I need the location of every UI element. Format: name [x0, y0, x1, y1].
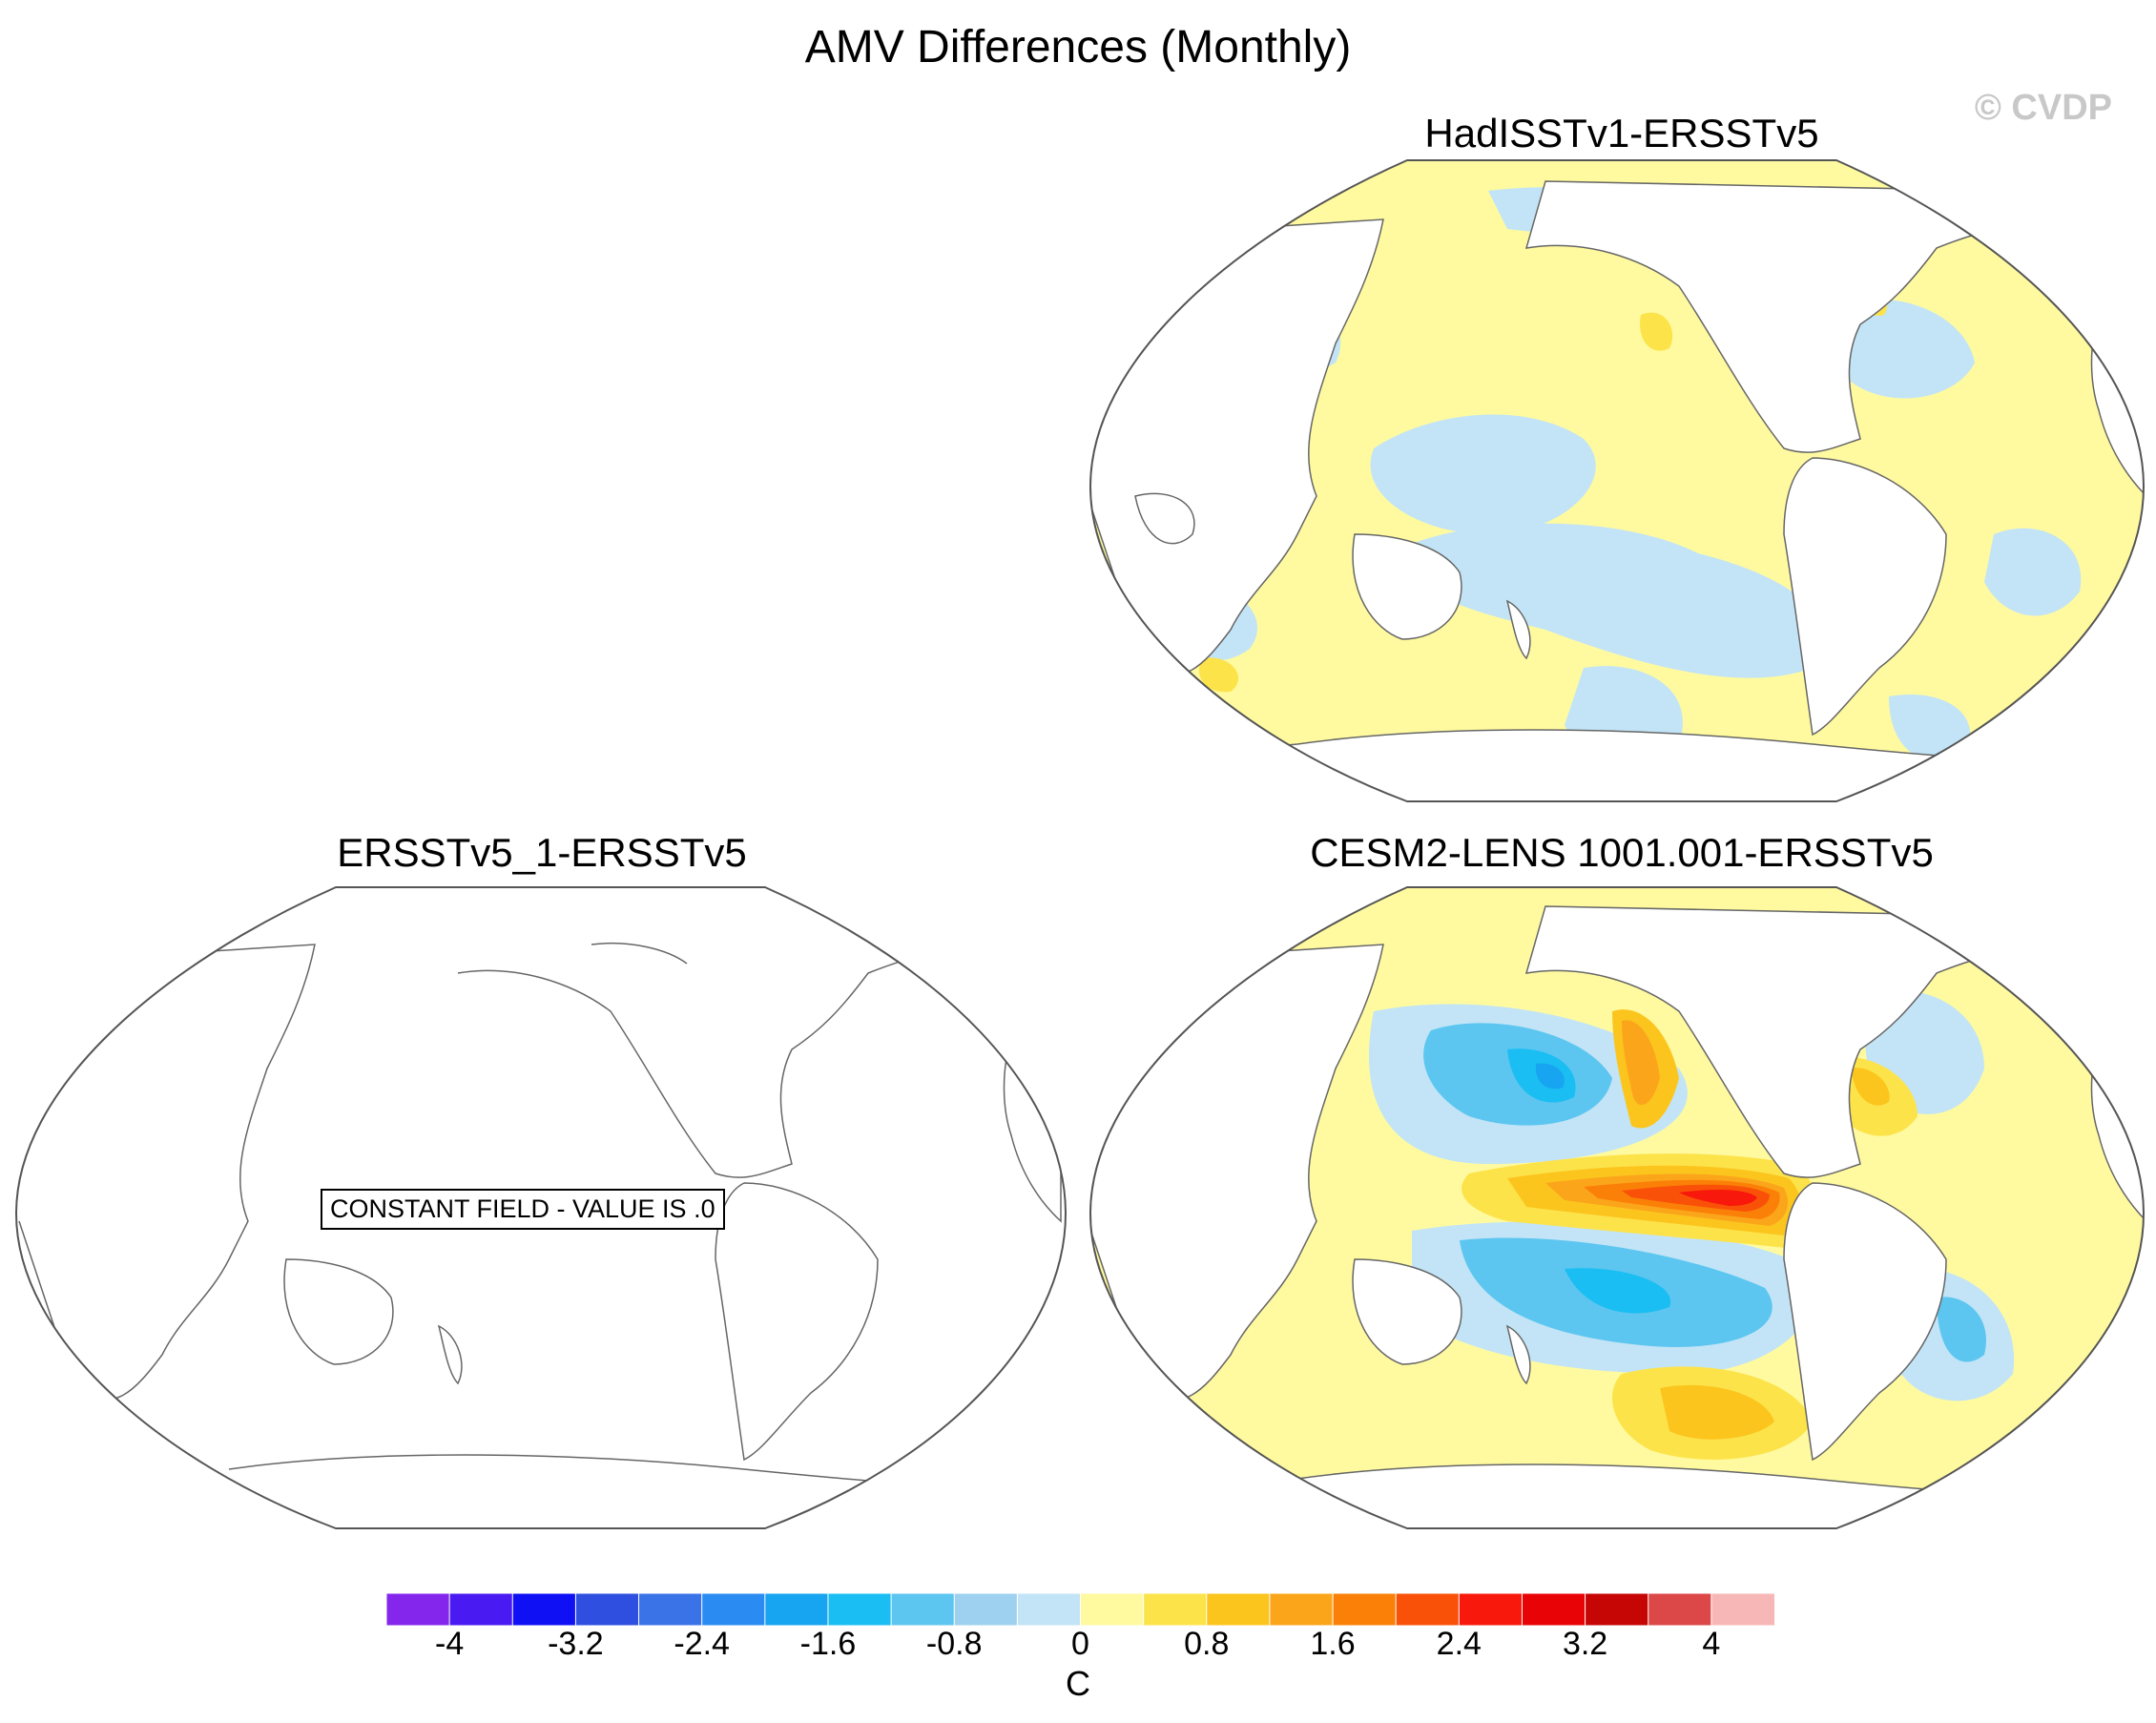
colorbar-box — [1332, 1592, 1398, 1627]
colorbar-box — [1143, 1592, 1208, 1627]
panel-title-ersstv5-1: ERSSTv5_1-ERSSTv5 — [337, 830, 747, 875]
colorbar-box — [448, 1592, 514, 1627]
colorbar-box — [1206, 1592, 1271, 1627]
colorbar-box — [701, 1592, 766, 1627]
colorbar-box — [1585, 1592, 1649, 1627]
colorbar-tick-label: 3.2 — [1562, 1626, 1608, 1662]
colorbar-box — [1395, 1592, 1461, 1627]
watermark: © CVDP — [1974, 88, 2112, 128]
colorbar-box — [1648, 1592, 1712, 1627]
colorbar-box — [1080, 1592, 1145, 1627]
colorbar-tick-label: 4 — [1702, 1626, 1721, 1662]
colorbar-tick-label: 0.8 — [1184, 1626, 1230, 1662]
colorbar-tick-label: 1.6 — [1310, 1626, 1356, 1662]
colorbar-box — [1710, 1592, 1775, 1627]
colorbar-box — [1016, 1592, 1082, 1627]
colorbar-box — [764, 1592, 829, 1627]
colorbar-box — [511, 1592, 577, 1627]
colorbar-box — [1521, 1592, 1586, 1627]
colorbar-tick-label: 2.4 — [1436, 1626, 1482, 1662]
colorbar-box — [953, 1592, 1019, 1627]
colorbar-tick-label: -1.6 — [799, 1626, 857, 1662]
colorbar-tick-label: -0.8 — [925, 1626, 983, 1662]
figure-title: AMV Differences (Monthly) — [804, 22, 1352, 73]
colorbar — [385, 1592, 1775, 1627]
map-panel-hadisst — [1088, 159, 2146, 802]
colorbar-box — [385, 1592, 451, 1627]
constant-field-note: CONSTANT FIELD - VALUE IS .0 — [321, 1189, 725, 1230]
colorbar-box — [1269, 1592, 1335, 1627]
map-panel-cesm2 — [1088, 886, 2146, 1529]
panel-title-hadisst: HadISSTv1-ERSSTv5 — [1424, 111, 1819, 156]
colorbar-box — [638, 1592, 703, 1627]
colorbar-box — [890, 1592, 956, 1627]
colorbar-tick-label: -3.2 — [548, 1626, 604, 1662]
colorbar-box — [574, 1592, 640, 1627]
colorbar-tick-label: -2.4 — [674, 1626, 730, 1662]
colorbar-tick-label: 0 — [1071, 1626, 1089, 1662]
panel-title-cesm2: CESM2-LENS 1001.001-ERSSTv5 — [1310, 830, 1934, 875]
colorbar-tick-label: -4 — [435, 1626, 465, 1662]
colorbar-box — [1458, 1592, 1524, 1627]
colorbar-box — [827, 1592, 893, 1627]
colorbar-unit: C — [1066, 1664, 1090, 1703]
